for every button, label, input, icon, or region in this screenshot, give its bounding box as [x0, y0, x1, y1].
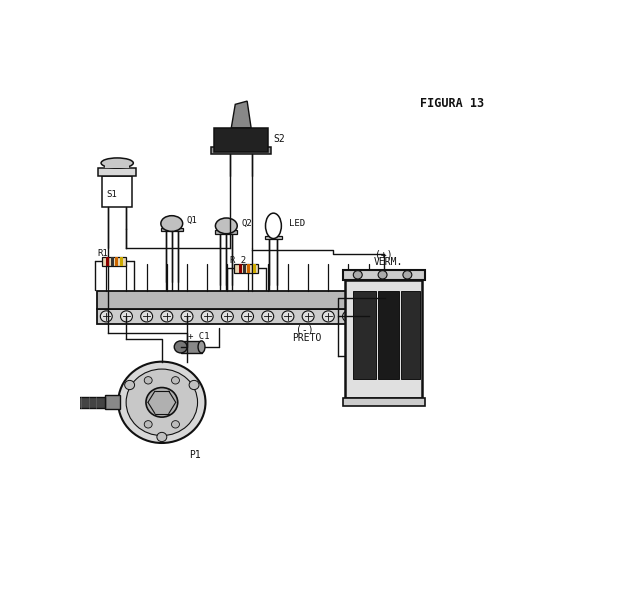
- Bar: [102, 176, 132, 208]
- Text: S2: S2: [273, 134, 285, 144]
- Bar: [346, 280, 422, 398]
- Bar: [97, 309, 378, 324]
- Circle shape: [201, 311, 213, 322]
- Text: + C1: + C1: [188, 332, 210, 341]
- Circle shape: [157, 433, 167, 442]
- Circle shape: [302, 311, 314, 322]
- Circle shape: [221, 311, 234, 322]
- Bar: [239, 264, 242, 272]
- Text: R1: R1: [98, 248, 109, 257]
- Circle shape: [100, 311, 112, 322]
- Text: LED: LED: [289, 218, 305, 227]
- Circle shape: [144, 377, 152, 384]
- Text: P1: P1: [189, 451, 201, 460]
- Bar: [216, 230, 237, 233]
- Circle shape: [181, 311, 193, 322]
- Text: R 2: R 2: [230, 256, 246, 265]
- Ellipse shape: [198, 341, 205, 353]
- Bar: [65, 397, 105, 408]
- Bar: [343, 398, 425, 406]
- Circle shape: [262, 311, 274, 322]
- Ellipse shape: [174, 341, 187, 353]
- Bar: [234, 264, 258, 272]
- Text: Q2: Q2: [241, 218, 252, 227]
- Circle shape: [126, 369, 198, 436]
- Circle shape: [342, 311, 355, 322]
- Circle shape: [172, 377, 179, 384]
- Bar: [401, 292, 420, 379]
- Circle shape: [323, 311, 334, 322]
- Ellipse shape: [266, 213, 282, 239]
- Bar: [97, 292, 378, 309]
- Bar: [111, 257, 114, 266]
- Circle shape: [189, 380, 199, 389]
- Bar: [106, 163, 129, 168]
- Bar: [105, 395, 120, 409]
- Bar: [247, 264, 250, 272]
- Bar: [243, 264, 246, 272]
- Circle shape: [146, 388, 178, 417]
- Text: (-): (-): [296, 325, 314, 335]
- Bar: [343, 270, 425, 280]
- Text: Q1: Q1: [187, 216, 197, 225]
- Bar: [253, 264, 255, 272]
- Circle shape: [403, 271, 412, 279]
- Circle shape: [172, 421, 179, 428]
- Circle shape: [363, 311, 374, 322]
- Bar: [120, 257, 123, 266]
- Circle shape: [125, 380, 134, 389]
- Circle shape: [353, 271, 362, 279]
- Bar: [161, 227, 182, 232]
- Circle shape: [242, 311, 253, 322]
- Bar: [264, 236, 282, 239]
- Ellipse shape: [101, 158, 133, 168]
- Text: FIGURA 13: FIGURA 13: [420, 97, 484, 110]
- Ellipse shape: [161, 215, 182, 232]
- Text: VERM.: VERM.: [374, 257, 403, 268]
- Ellipse shape: [216, 218, 237, 233]
- Circle shape: [161, 311, 173, 322]
- Bar: [214, 128, 269, 152]
- Bar: [99, 167, 136, 176]
- Bar: [378, 292, 399, 379]
- Polygon shape: [231, 101, 251, 128]
- Circle shape: [282, 311, 294, 322]
- Bar: [115, 257, 118, 266]
- Bar: [211, 147, 271, 154]
- Text: PRETO: PRETO: [292, 332, 322, 343]
- Circle shape: [144, 421, 152, 428]
- Circle shape: [378, 271, 387, 279]
- Text: S1: S1: [106, 190, 117, 199]
- Bar: [102, 257, 125, 266]
- Circle shape: [118, 362, 205, 443]
- Bar: [353, 292, 376, 379]
- Circle shape: [120, 311, 132, 322]
- Text: (+): (+): [375, 250, 393, 259]
- Bar: [180, 341, 202, 353]
- Circle shape: [141, 311, 152, 322]
- Bar: [106, 257, 109, 266]
